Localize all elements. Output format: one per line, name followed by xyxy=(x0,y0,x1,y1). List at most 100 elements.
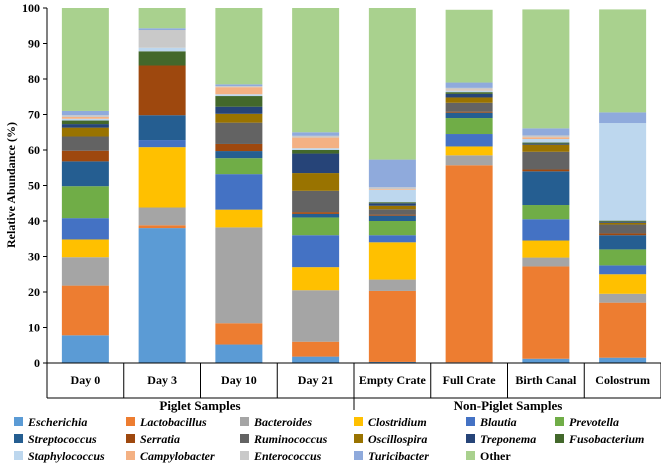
legend-label: Clostridium xyxy=(368,415,427,429)
bar-segment xyxy=(445,89,493,91)
bar-segment xyxy=(138,8,186,29)
legend-label: Campylobacter xyxy=(140,449,215,463)
bar-segment xyxy=(292,267,340,291)
y-tick-label: 60 xyxy=(28,143,40,157)
bar-segment xyxy=(368,159,416,188)
bar-segment xyxy=(445,9,493,83)
bar-segment xyxy=(599,224,647,234)
x-tick-label: Birth Canal xyxy=(515,373,577,387)
bar-segment xyxy=(599,302,647,358)
bar-segment xyxy=(61,239,109,258)
legend-item: Staphylococcus xyxy=(14,449,105,463)
bar-segment xyxy=(61,115,109,117)
bar-segment xyxy=(215,8,263,85)
bar-segment xyxy=(138,225,186,229)
bar-segment xyxy=(292,341,340,357)
legend-item: Escherichia xyxy=(14,415,87,429)
legend-label: Bacteroides xyxy=(253,415,312,429)
y-axis-ticks: 0 10 20 30 40 50 60 70 80 90 100 xyxy=(22,1,47,370)
bar-segment xyxy=(292,132,340,136)
bar-segment xyxy=(522,144,570,152)
y-tick-label: 90 xyxy=(28,37,40,51)
bar-segment xyxy=(138,65,186,116)
bar-segment xyxy=(292,8,340,133)
legend-item: Blautia xyxy=(466,415,517,429)
x-tick-label: Day 10 xyxy=(221,373,257,387)
y-axis-label: Relative Abundance (%) xyxy=(4,122,18,248)
bar-segment xyxy=(368,203,416,206)
bar-segment xyxy=(368,242,416,280)
legend-item: Clostridium xyxy=(354,415,427,429)
bar-segment xyxy=(292,190,340,213)
bar-stack xyxy=(61,8,109,363)
bar-stack xyxy=(445,9,493,363)
bar-segment xyxy=(138,47,186,52)
legend-swatch xyxy=(240,451,249,460)
legend-swatch xyxy=(555,434,564,443)
legend-label: Serratia xyxy=(140,432,180,446)
bar-segment xyxy=(599,221,647,223)
bar-segment xyxy=(368,215,416,221)
bar-segment xyxy=(292,213,340,218)
bar-segment xyxy=(599,222,647,225)
bar-segment xyxy=(522,137,570,139)
bar-segment xyxy=(61,186,109,219)
bar-segment xyxy=(292,212,340,214)
bar-segment xyxy=(138,28,186,31)
bar-segment xyxy=(445,93,493,98)
bar-segment xyxy=(292,137,340,149)
x-tick-label: Day 0 xyxy=(71,373,101,387)
legend-swatch xyxy=(240,434,249,443)
bar-segment xyxy=(215,86,263,88)
legend-swatch xyxy=(466,451,475,460)
bar-segment xyxy=(215,84,263,87)
y-tick-label: 10 xyxy=(28,321,40,335)
bar-segment xyxy=(292,150,340,154)
bar-segment xyxy=(522,358,570,363)
legend-swatch xyxy=(14,417,23,426)
bar-segment xyxy=(138,147,186,208)
bar-segment xyxy=(215,113,263,123)
legend-item: Treponema xyxy=(466,432,536,446)
bar-segment xyxy=(599,249,647,266)
group-label-piglet: Piglet Samples xyxy=(159,398,240,413)
bar-segment xyxy=(215,323,263,345)
bar-segment xyxy=(215,158,263,175)
bar-segment xyxy=(445,112,493,119)
legend-item: Other xyxy=(466,449,511,463)
bar-segment xyxy=(522,205,570,220)
y-tick-label: 70 xyxy=(28,108,40,122)
legend-label: Oscillospira xyxy=(368,432,427,446)
bar-segment xyxy=(445,165,493,363)
bar-segment xyxy=(445,118,493,135)
bar-segment xyxy=(445,87,493,90)
legend-label: Lactobacillus xyxy=(139,415,207,429)
bar-segment xyxy=(215,209,263,228)
bar-segment xyxy=(61,335,109,363)
bars xyxy=(61,8,647,363)
bar-segment xyxy=(368,8,416,160)
bar-segment xyxy=(522,257,570,267)
bar-segment xyxy=(599,235,647,250)
bar-segment xyxy=(215,344,263,363)
bar-segment xyxy=(445,102,493,112)
bar-segment xyxy=(138,51,186,66)
y-tick-label: 50 xyxy=(28,179,40,193)
legend-label: Turicibacter xyxy=(368,449,429,463)
bar-segment xyxy=(445,90,493,93)
bar-segment xyxy=(138,115,186,141)
legend-item: Streptococcus xyxy=(14,432,97,446)
x-tick-label: Empty Crate xyxy=(359,373,427,387)
bar-segment xyxy=(522,142,570,144)
bar-stack xyxy=(599,9,647,363)
legend-label: Treponema xyxy=(480,432,536,446)
bar-segment xyxy=(292,135,340,138)
bar-segment xyxy=(522,266,570,359)
bar-segment xyxy=(368,189,416,190)
legend-swatch xyxy=(555,417,564,426)
bar-segment xyxy=(61,127,109,137)
bar-segment xyxy=(368,221,416,236)
bar-segment xyxy=(599,293,647,303)
bar-segment xyxy=(522,151,570,170)
bar-segment xyxy=(599,233,647,236)
